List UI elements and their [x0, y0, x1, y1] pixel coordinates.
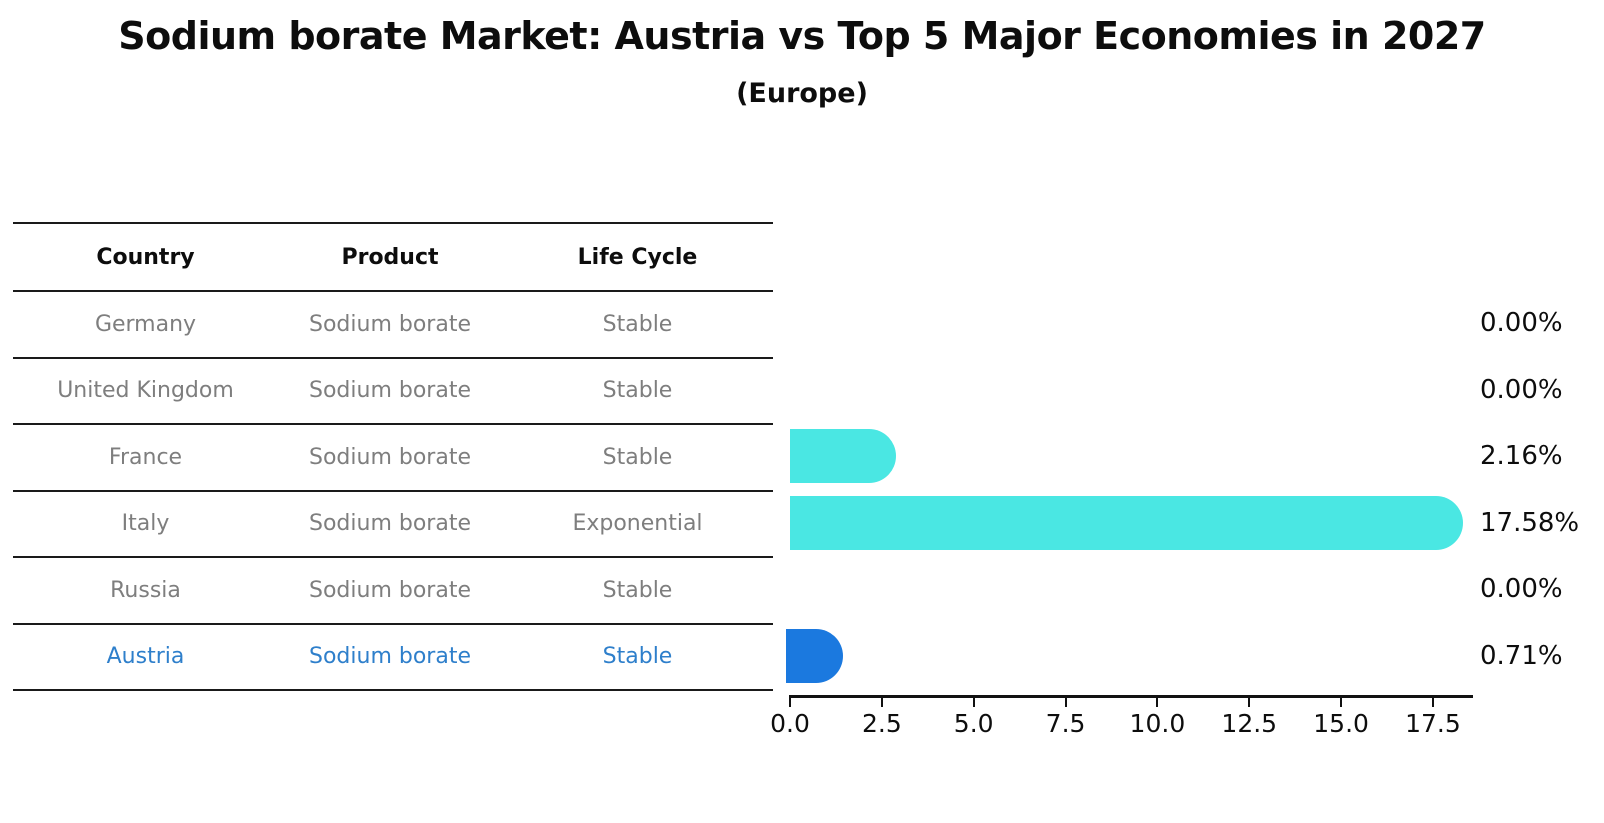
column-header-country: Country [96, 244, 195, 270]
x-axis-tick-label: 17.5 [1405, 709, 1461, 738]
value-label-germany: 0.00% [1480, 308, 1563, 339]
x-axis-tick-label: 2.5 [861, 709, 902, 738]
table-row: Germany Sodium borate Stable [13, 292, 773, 359]
x-axis-tick [1248, 698, 1251, 707]
cell-life-cycle: Stable [602, 444, 673, 470]
x-axis-tick-label: 10.0 [1129, 709, 1186, 738]
table-row: United Kingdom Sodium borate Stable [13, 359, 773, 425]
value-label-austria: 0.71% [1480, 640, 1563, 671]
value-label-russia: 0.00% [1480, 574, 1563, 605]
x-axis-tick-label: 12.5 [1221, 709, 1278, 738]
x-axis-tick-label: 15.0 [1313, 709, 1369, 738]
cell-life-cycle: Stable [602, 577, 673, 603]
cell-product: Sodium borate [309, 511, 471, 537]
cell-country: Austria [106, 644, 185, 670]
bar-italy [790, 495, 1463, 550]
cell-life-cycle: Exponential [572, 511, 703, 537]
x-axis-tick [1340, 698, 1343, 707]
value-label-united-kingdom: 0.00% [1480, 374, 1563, 405]
cell-life-cycle: Stable [602, 311, 673, 337]
x-axis-tick [1064, 698, 1067, 707]
bar-austria [786, 628, 844, 683]
cell-life-cycle: Stable [602, 644, 673, 670]
cell-product: Sodium borate [309, 311, 471, 337]
cell-country: France [108, 444, 183, 470]
table-row: France Sodium borate Stable [13, 425, 773, 492]
table-row: Italy Sodium borate Exponential [13, 492, 773, 558]
x-axis-tick-label: 0.0 [770, 709, 810, 738]
table-row: Russia Sodium borate Stable [13, 558, 773, 625]
bar-france [790, 429, 897, 484]
country-table: Country Product Life Cycle Germany Sodiu… [13, 222, 773, 691]
chart-title: Sodium borate Market: Austria vs Top 5 M… [118, 14, 1486, 58]
column-header-life-cycle: Life Cycle [577, 244, 698, 270]
cell-product: Sodium borate [309, 378, 471, 404]
table-row: Austria Sodium borate Stable [13, 625, 773, 691]
cell-country: Italy [121, 511, 170, 537]
x-axis-tick [880, 698, 883, 707]
cell-product: Sodium borate [309, 644, 471, 670]
cell-product: Sodium borate [309, 444, 471, 470]
x-axis-tick [972, 698, 975, 707]
chart-subtitle: (Europe) [736, 78, 868, 109]
cell-life-cycle: Stable [602, 378, 673, 404]
x-axis-tick [1431, 698, 1434, 707]
table-header-row: Country Product Life Cycle [13, 224, 773, 292]
value-label-italy: 17.58% [1480, 507, 1580, 538]
cell-country: Russia [110, 577, 181, 603]
cell-product: Sodium borate [309, 577, 471, 603]
x-axis-tick [1156, 698, 1159, 707]
x-axis-tick [789, 698, 791, 707]
column-header-product: Product [341, 244, 439, 270]
x-axis-line [789, 695, 1473, 698]
value-label-france: 2.16% [1480, 441, 1563, 472]
x-axis-tick-label: 7.5 [1045, 709, 1086, 738]
cell-country: Germany [94, 311, 197, 337]
cell-country: United Kingdom [57, 378, 234, 404]
x-axis-tick-label: 5.0 [953, 709, 994, 738]
